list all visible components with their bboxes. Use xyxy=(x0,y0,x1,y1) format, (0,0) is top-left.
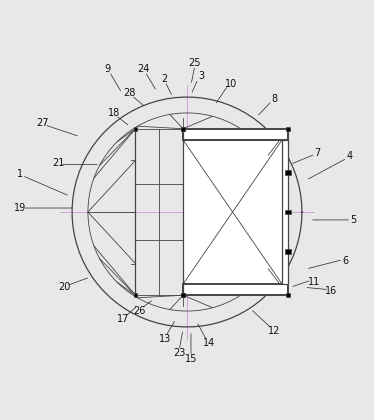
Text: 10: 10 xyxy=(224,79,237,89)
Text: 17: 17 xyxy=(117,314,130,324)
Text: 4: 4 xyxy=(346,152,353,161)
Text: 19: 19 xyxy=(14,203,27,213)
Text: 13: 13 xyxy=(159,334,171,344)
Text: 24: 24 xyxy=(137,64,150,74)
Bar xyxy=(183,129,288,140)
Text: 26: 26 xyxy=(133,306,145,316)
Text: 2: 2 xyxy=(162,74,168,84)
Text: 6: 6 xyxy=(343,256,349,266)
Bar xyxy=(183,140,282,284)
Text: 20: 20 xyxy=(58,282,70,292)
Text: 25: 25 xyxy=(188,58,201,68)
Text: 23: 23 xyxy=(173,348,185,358)
Text: 1: 1 xyxy=(18,169,24,179)
Text: 7: 7 xyxy=(315,147,321,158)
Text: 28: 28 xyxy=(124,88,136,98)
Text: 9: 9 xyxy=(105,64,111,74)
Text: 18: 18 xyxy=(108,108,120,118)
Bar xyxy=(285,249,291,254)
Text: 5: 5 xyxy=(350,215,357,225)
Text: 27: 27 xyxy=(36,118,49,128)
Bar xyxy=(286,127,291,131)
Bar xyxy=(181,127,185,131)
Bar xyxy=(286,293,291,297)
Bar xyxy=(134,294,137,297)
Bar xyxy=(285,170,291,175)
Bar xyxy=(181,127,185,131)
Bar xyxy=(134,127,137,131)
Bar xyxy=(282,140,288,284)
Bar xyxy=(181,294,185,297)
Text: 15: 15 xyxy=(185,354,197,364)
Bar xyxy=(183,284,288,295)
Text: 21: 21 xyxy=(52,158,65,168)
Text: 16: 16 xyxy=(325,286,337,296)
Bar xyxy=(181,293,185,297)
Text: 8: 8 xyxy=(271,94,277,105)
Bar xyxy=(285,210,291,214)
Text: 11: 11 xyxy=(308,277,320,287)
Text: 14: 14 xyxy=(203,338,215,348)
Text: 12: 12 xyxy=(268,326,280,336)
Text: 3: 3 xyxy=(198,71,204,81)
